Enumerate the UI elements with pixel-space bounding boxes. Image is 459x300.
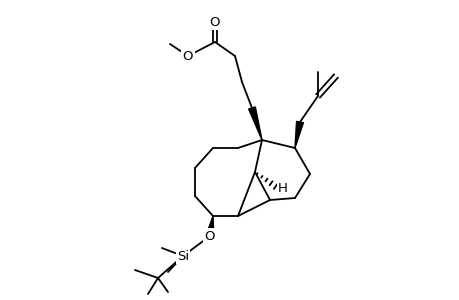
- Text: O: O: [182, 50, 193, 62]
- Text: O: O: [209, 16, 220, 28]
- Polygon shape: [206, 216, 213, 237]
- Text: O: O: [204, 230, 215, 242]
- Text: H: H: [277, 182, 287, 194]
- Polygon shape: [294, 121, 303, 148]
- Polygon shape: [248, 107, 262, 140]
- Text: Si: Si: [177, 250, 189, 262]
